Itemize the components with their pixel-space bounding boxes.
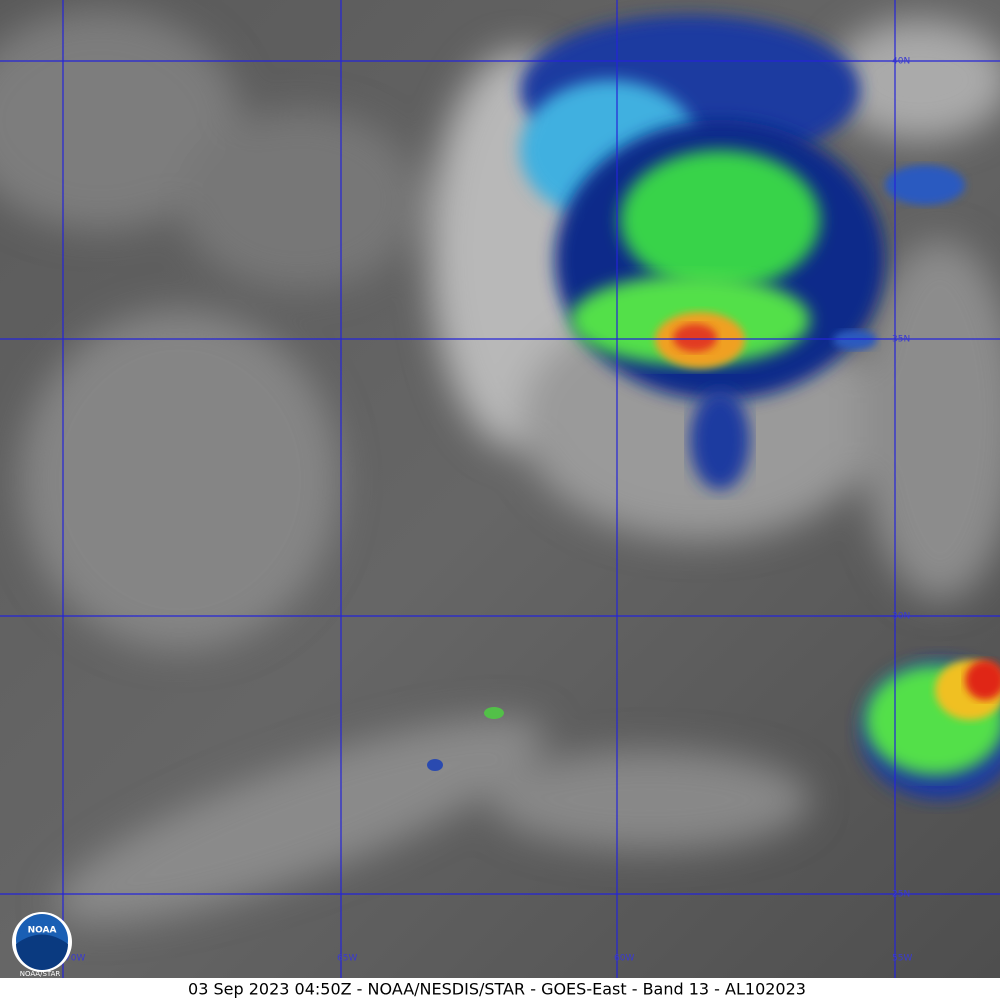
- storm-north: [520, 15, 965, 490]
- latitude-label: 25N: [892, 890, 910, 900]
- caption-bar: [0, 978, 1000, 1000]
- noaa-logo: NOAA NOAA/STAR: [12, 912, 72, 978]
- longitude-label: 70W: [65, 954, 85, 964]
- longitude-label: 60W: [614, 954, 634, 964]
- grid: [0, 0, 1000, 978]
- caption: 03 Sep 2023 04:50Z - NOAA/NESDIS/STAR - …: [188, 980, 806, 999]
- logo-name: NOAA: [28, 926, 57, 936]
- latitude-label: 35N: [892, 335, 910, 345]
- longitude-label: 65W: [337, 954, 357, 964]
- longitude-label: 55W: [892, 954, 912, 964]
- latitude-label: 30N: [892, 612, 910, 622]
- logo-sublabel: NOAA/STAR: [20, 970, 61, 978]
- latitude-label: 40N: [892, 57, 910, 67]
